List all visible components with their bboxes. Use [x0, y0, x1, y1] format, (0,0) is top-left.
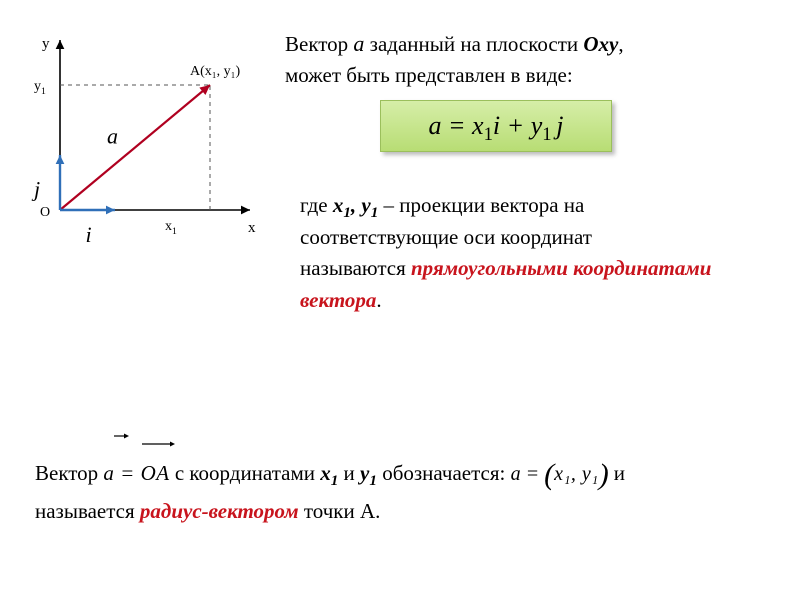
p3-y1: y1: [360, 461, 377, 485]
intro-part-b: заданный на плоскости: [370, 32, 584, 56]
svg-text:y: y: [42, 36, 50, 52]
p2-y1: y1: [361, 193, 378, 217]
intro-line2: может быть представлен в виде:: [285, 60, 785, 90]
p3-called: называется: [35, 499, 140, 523]
intro-text: Вектор a заданный на плоскости Oxy, може…: [285, 28, 785, 90]
p3-red-term: радиус-вектором: [140, 499, 299, 523]
p3-coord-expr: a = (x₁, y₁): [511, 463, 614, 485]
intro-var-a: a: [353, 31, 364, 56]
p2-period: .: [376, 288, 381, 312]
projection-paragraph: где x1, y1 – проекции вектора на соответ…: [300, 190, 780, 316]
p3-x1: x1: [320, 461, 338, 485]
p2-x1: x1: [333, 193, 351, 217]
p3-pointA: точки A.: [299, 499, 381, 523]
p2-where: где: [300, 193, 333, 217]
intro-word-vector: Вектор: [285, 32, 353, 56]
p3-denoted: обозначается:: [377, 461, 511, 485]
p3-and2: и: [614, 461, 625, 485]
svg-text:O: O: [40, 205, 50, 220]
formula-a: a: [428, 111, 441, 140]
svg-text:x1: x1: [165, 219, 177, 237]
p3-and: и: [338, 461, 360, 485]
intro-plane: Oxy: [583, 32, 618, 56]
p3-with-coords: с координатами: [170, 461, 321, 485]
p3-vector: Вектор: [35, 461, 103, 485]
p2-line3a: называются: [300, 256, 411, 280]
svg-text:x: x: [248, 220, 256, 236]
p3-eq-aOA: a = OA: [103, 461, 169, 485]
svg-text:a: a: [107, 124, 118, 149]
svg-text:j: j: [31, 177, 40, 202]
p2-sep: ,: [351, 193, 362, 217]
coordinate-diagram: y x Oy1 x1 A(x₁, y₁) a i j: [20, 30, 270, 260]
formula-plus: + y: [500, 111, 542, 140]
oa-arrow-decoration: [108, 430, 178, 448]
formula-j: j: [556, 111, 563, 140]
p2-rest1: – проекции вектора на: [378, 193, 584, 217]
p2-line2: соответствующие оси координат: [300, 222, 780, 254]
formula-p1: = x: [441, 111, 483, 140]
svg-text:i: i: [86, 222, 92, 247]
formula-box: a = x1i + y1 j: [380, 100, 612, 152]
svg-text:A(x₁, y₁): A(x₁, y₁): [190, 64, 241, 79]
svg-text:y1: y1: [34, 79, 46, 97]
radius-vector-paragraph: Вектор a = OA с координатами x1 и y1 обо…: [35, 448, 775, 527]
intro-comma: ,: [618, 32, 623, 56]
